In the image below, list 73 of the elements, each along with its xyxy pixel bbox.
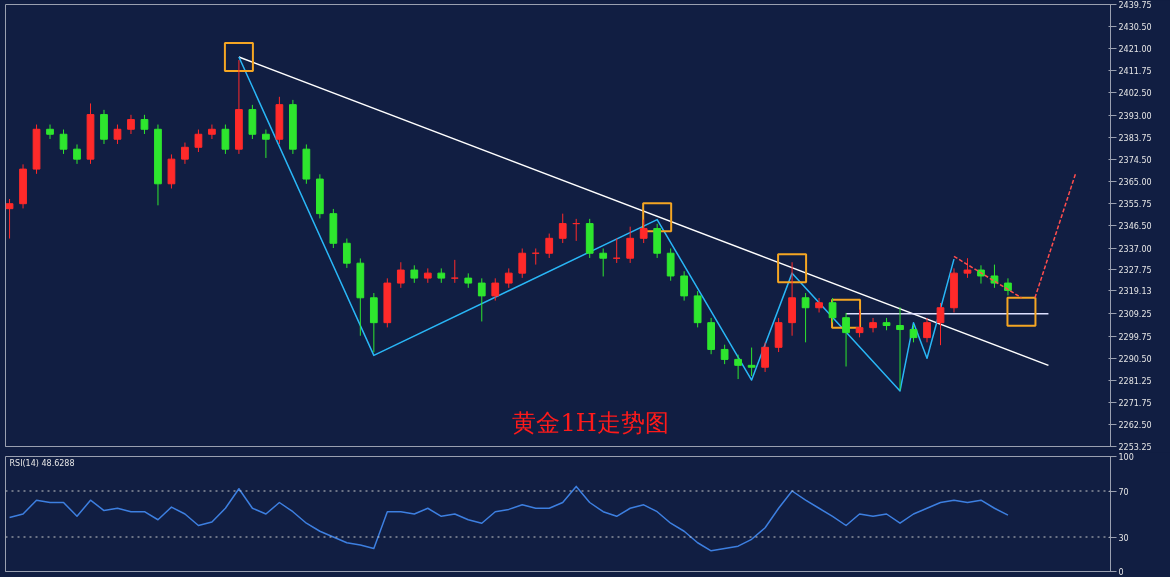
y-tick-label: 2327.75 [1118, 266, 1152, 276]
candlestick [342, 238, 351, 269]
y-tick-label: 2262.50 [1118, 421, 1152, 431]
y-tick-label: 2299.75 [1118, 332, 1152, 342]
candlestick [936, 302, 945, 346]
y-tick-label: 70 [1118, 487, 1129, 497]
y-tick-label: 2439.75 [1118, 1, 1152, 10]
candlestick [761, 342, 769, 373]
candlestick [504, 267, 513, 289]
candlestick [59, 129, 68, 155]
y-tick-label: 2319.13 [1118, 286, 1152, 296]
y-tick-label: 2337.00 [1118, 244, 1152, 254]
candlestick [518, 247, 527, 279]
candlestick [558, 213, 567, 244]
y-tick-label: 2365.00 [1118, 178, 1152, 188]
candlestick [181, 142, 189, 165]
y-tick-label: 100 [1118, 453, 1134, 462]
y-tick-label: 2430.50 [1118, 22, 1152, 32]
candlestick [140, 114, 149, 135]
candlestick [720, 344, 729, 365]
candlestick [194, 129, 203, 153]
point [831, 298, 862, 329]
candlestick [545, 233, 554, 259]
y-tick-label: 2253.25 [1118, 443, 1152, 452]
candlestick [801, 292, 810, 343]
candlestick [450, 259, 459, 284]
candlestick [46, 124, 54, 140]
point [777, 253, 808, 284]
candlestick [221, 124, 230, 155]
candlestick [734, 354, 742, 380]
y-tick-label: 0 [1118, 568, 1124, 577]
candlestick [842, 312, 850, 368]
candlestick [747, 347, 756, 377]
y-tick-label: 2281.25 [1118, 376, 1152, 386]
y-tick-label: 30 [1118, 533, 1129, 543]
point [223, 41, 254, 72]
candlestick [113, 124, 122, 145]
y-tick-label: 2421.00 [1118, 45, 1152, 55]
candlestick [815, 297, 823, 313]
candlestick [73, 143, 81, 165]
candlestick [491, 277, 500, 302]
candlestick [262, 129, 270, 159]
y-tick-label: 2383.75 [1118, 133, 1152, 143]
candlestick [599, 247, 608, 277]
chart-title: RSI(14) 48.6288 [9, 458, 75, 468]
candlestick [923, 317, 931, 343]
candlestick [208, 124, 216, 140]
text: 黄金1H走势图 [512, 408, 669, 437]
candlestick [639, 219, 648, 244]
y-tick-label: 2411.75 [1118, 67, 1152, 77]
candlestick [963, 257, 972, 279]
candlestick [477, 277, 486, 322]
candlestick [396, 261, 405, 289]
candlestick [5, 198, 14, 240]
candlestick [855, 309, 864, 338]
candlestick [127, 114, 135, 135]
y-tick-label: 2290.50 [1118, 354, 1152, 364]
candlestick [869, 317, 877, 333]
candlestick [896, 306, 904, 391]
candlestick [626, 226, 635, 264]
y-tick-label: 2346.50 [1118, 222, 1152, 231]
y-tick-label: 2402.50 [1118, 89, 1152, 99]
candlestick [666, 247, 675, 282]
y-tick-label: 2374.50 [1118, 155, 1152, 165]
y-tick-label: 2309.25 [1118, 310, 1152, 320]
y-tick-label: 2393.00 [1118, 111, 1152, 121]
point [1006, 296, 1037, 327]
line-series [8, 485, 1009, 552]
point [642, 202, 673, 233]
y-tick-label: 2271.75 [1118, 399, 1152, 409]
candlestick [680, 270, 689, 302]
candlestick [828, 297, 837, 323]
y-tick-label: 2355.75 [1118, 200, 1152, 210]
